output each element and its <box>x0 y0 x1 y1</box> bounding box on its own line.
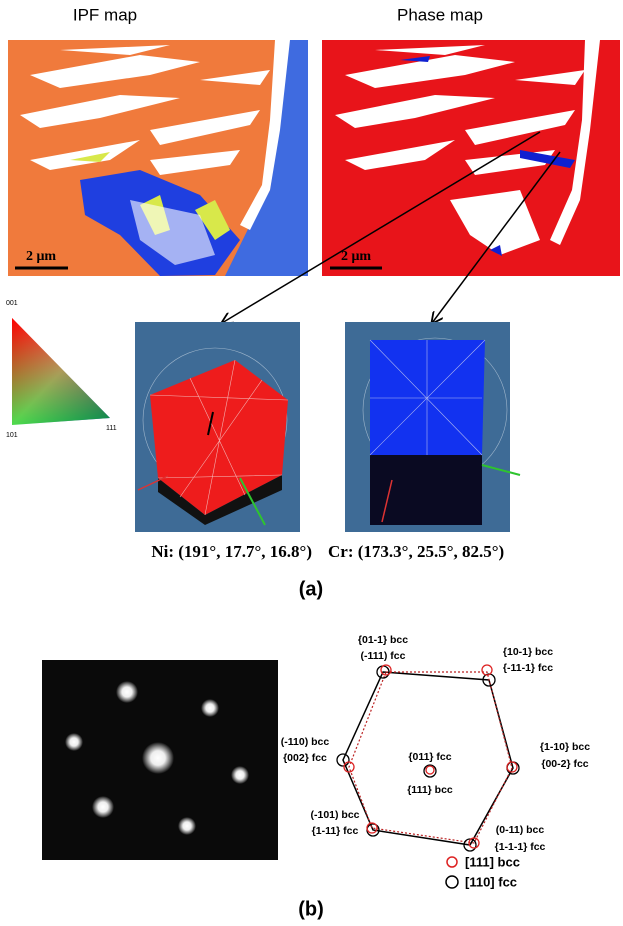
spot-label: {10-1} bcc <box>503 646 553 658</box>
ni-cube <box>135 322 300 532</box>
spot-label: {002} fcc <box>283 752 327 764</box>
spot-label: {1-1-1} fcc <box>495 841 546 853</box>
spot-label: {-11-1} fcc <box>503 662 553 674</box>
diffraction-image <box>42 660 278 860</box>
figure: IPF map Phase map 2 μm 2 μm 001 101 111 <box>0 0 623 926</box>
orientation-ni: Ni: (191°, 17.7°, 16.8°) <box>151 542 312 561</box>
spot-label: {00-2} fcc <box>541 758 588 770</box>
spot-label: {1-11} fcc <box>312 825 359 837</box>
scale-bar-label: 2 μm <box>26 249 56 264</box>
cr-cube <box>345 322 520 532</box>
phase-title: Phase map <box>397 5 483 24</box>
panel-label: (b) <box>298 898 324 920</box>
legend: [111] bcc [110] fcc <box>446 854 520 889</box>
ipf-title: IPF map <box>73 5 137 24</box>
phase-map: 2 μm <box>322 40 620 276</box>
spot-label: {111} bcc <box>407 784 453 796</box>
spot-label: {01-1} bcc <box>358 634 408 646</box>
orientation-cr: Cr: (173.3°, 25.5°, 82.5°) <box>328 542 504 561</box>
ipf-key: 001 101 111 <box>6 300 117 439</box>
spot-label: {011} fcc <box>408 751 451 763</box>
spot-label: (-101) bcc <box>310 809 359 821</box>
legend-label: [111] bcc <box>465 854 520 869</box>
key-label: 101 <box>6 432 18 439</box>
legend-label: [110] fcc <box>465 874 517 889</box>
key-label: 001 <box>6 300 18 307</box>
panel-label: (a) <box>299 578 323 600</box>
spot-labels: {01-1} bcc (-111) fcc {10-1} bcc {-11-1}… <box>281 634 590 853</box>
spot-label: (-111) fcc <box>361 650 406 662</box>
key-label: 111 <box>106 425 117 432</box>
scale-bar-label: 2 μm <box>341 249 371 264</box>
spot-label: (-110) bcc <box>281 736 330 748</box>
ipf-map: 2 μm <box>8 40 308 276</box>
spot-label: (0-11) bcc <box>496 824 545 836</box>
spot-label: {1-10} bcc <box>540 741 590 753</box>
